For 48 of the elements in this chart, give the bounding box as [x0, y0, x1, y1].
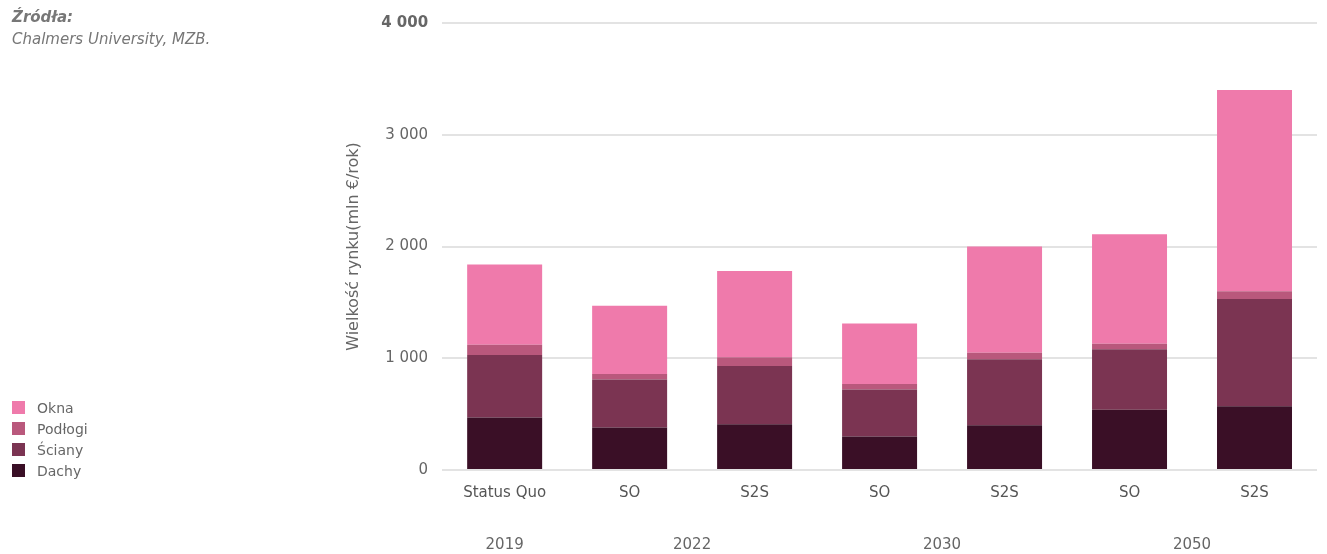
bar — [592, 379, 668, 428]
bar — [1217, 291, 1293, 300]
x-tick-label: S2S — [1240, 482, 1269, 501]
x-tick-label: S2S — [990, 482, 1019, 501]
bar — [967, 246, 1043, 353]
y-tick-label: 1 000 — [385, 348, 429, 367]
bar — [717, 366, 793, 425]
bar — [592, 427, 668, 469]
text: 2050 — [1172, 534, 1212, 553]
bar — [717, 424, 793, 469]
y-axis-title: Wielkość rynku(mln €/rok) — [342, 142, 362, 351]
bar — [1217, 299, 1293, 407]
bar — [842, 323, 918, 384]
bar — [467, 344, 543, 355]
legend-label: Dachy — [37, 462, 82, 479]
bar — [1217, 406, 1293, 469]
x-tick-label: SO — [868, 482, 891, 501]
text: 2030 — [922, 534, 962, 553]
x-tick-label: SO — [1118, 482, 1141, 501]
bar — [1092, 234, 1168, 344]
bar — [467, 354, 543, 418]
bar — [967, 425, 1043, 469]
bar — [467, 264, 543, 345]
bar — [1092, 349, 1168, 410]
text: 2022 — [673, 534, 712, 553]
legend-label: Okna — [37, 399, 74, 416]
bar — [1092, 409, 1168, 469]
bar — [842, 383, 918, 390]
bar — [467, 417, 543, 469]
bar — [717, 271, 793, 358]
bar — [842, 436, 918, 469]
bar — [717, 357, 793, 367]
x-tick-label: Status Quo — [463, 482, 547, 501]
bar — [592, 305, 668, 374]
legend-label: Podłogi — [37, 420, 88, 437]
text: Chalmers University, MZB. — [12, 29, 212, 50]
bar — [842, 389, 918, 437]
legend-label: Ściany — [37, 441, 84, 458]
y-tick-label: 3 000 — [385, 124, 429, 143]
text: Źródła: — [12, 6, 75, 28]
x-tick-label: SO — [618, 482, 641, 501]
y-tick-label: 4 000 — [381, 12, 429, 31]
y-tick-label: 0 — [418, 459, 429, 478]
y-tick-label: 2 000 — [385, 236, 429, 255]
text: 2019 — [485, 534, 524, 553]
bar — [1217, 90, 1293, 292]
bar — [967, 359, 1043, 426]
x-tick-label: S2S — [740, 482, 769, 501]
